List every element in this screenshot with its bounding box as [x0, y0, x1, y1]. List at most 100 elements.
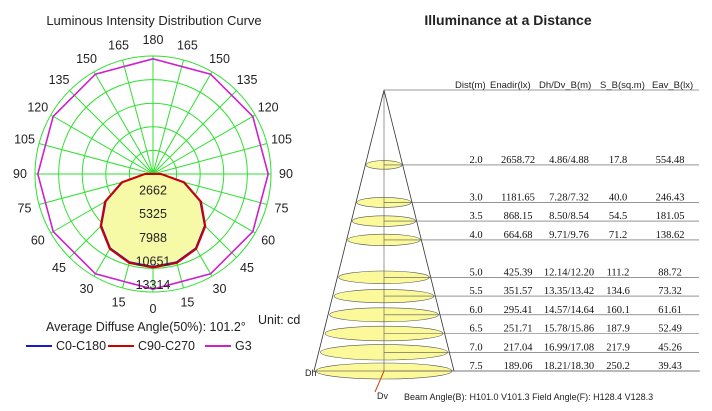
- table-cell: 13.35/13.42: [544, 286, 594, 297]
- grid-spoke: [69, 90, 154, 175]
- table-cell: 5.5: [469, 286, 482, 297]
- table-cell: 8.50/8.54: [549, 211, 589, 222]
- table-cell: 73.32: [658, 286, 682, 297]
- legend-label: C90-C270: [138, 339, 195, 353]
- table-cell: 16.99/17.08: [544, 342, 594, 353]
- table-cell: 14.57/14.64: [544, 305, 595, 316]
- radial-tick-label: 5325: [139, 207, 167, 221]
- table-cell: 45.26: [658, 342, 682, 353]
- grid-spoke: [152, 114, 256, 175]
- angle-label: 135: [49, 73, 70, 87]
- table-cell: 181.05: [656, 211, 685, 222]
- table-header: Dh/Dv_B(m): [539, 80, 591, 91]
- angle-label: 165: [108, 39, 129, 53]
- grid-spoke: [152, 90, 237, 175]
- dv-marker: [374, 370, 385, 393]
- table-cell: 868.15: [504, 211, 533, 222]
- grid-spoke: [152, 71, 213, 175]
- angle-tick-labels: 1800165150135120105907560453015165150135…: [13, 33, 293, 316]
- angle-label: 75: [18, 201, 32, 215]
- average-diffuse-angle: Average Diffuse Angle(50%): 101.2°: [46, 320, 246, 334]
- table-cell: 1181.65: [501, 192, 535, 203]
- angle-label: 165: [177, 39, 198, 53]
- radial-tick-labels: 2662 5325 7988 10651 13314: [136, 184, 171, 292]
- curve-g3: [36, 57, 270, 291]
- table-cell: 18.21/18.30: [544, 361, 594, 372]
- table-cell: 425.39: [504, 267, 533, 278]
- table-cell: 12.14/12.20: [544, 267, 594, 278]
- table-cell: 17.8: [609, 155, 627, 166]
- table-cell: 3.0: [469, 192, 482, 203]
- table-cell: 71.2: [609, 230, 627, 241]
- table-cell: 2.0: [469, 155, 482, 166]
- table-cell: 251.71: [504, 324, 533, 335]
- table-cell: 7.5: [469, 361, 482, 372]
- angle-label: 120: [27, 101, 48, 115]
- cone-edge: [383, 89, 455, 372]
- table-cell: 2658.72: [501, 155, 535, 166]
- cone-edge: [313, 89, 385, 372]
- table-header: S_B(sq.m): [600, 80, 645, 91]
- table-header: Eav_B(lx): [652, 80, 693, 91]
- angle-label: 45: [240, 261, 254, 275]
- table-cell: 134.6: [606, 286, 630, 297]
- polar-curves: [36, 57, 270, 291]
- beam-field-angle-footer: Beam Angle(B): H101.0 V101.3 Field Angle…: [404, 392, 653, 402]
- table-cell: 40.0: [609, 192, 627, 203]
- table-cell: 54.5: [609, 211, 627, 222]
- angle-label: 90: [279, 167, 293, 181]
- table-cell: 6.0: [469, 305, 482, 316]
- angle-label: 120: [258, 101, 279, 115]
- table-cell: 189.06: [504, 361, 533, 372]
- radial-tick-label: 7988: [139, 231, 167, 245]
- illuminance-table: Dist(m) Enadir(lx) Dh/Dv_B(m) S_B(sq.m) Eav_…: [384, 80, 699, 372]
- dv-label: Dv: [377, 391, 388, 401]
- table-cell: 6.5: [469, 324, 482, 335]
- table-cell: 217.04: [504, 342, 534, 353]
- angle-label: 60: [31, 234, 45, 248]
- radial-tick-label: 2662: [139, 184, 167, 198]
- polar-legend: C0-C180 C90-C270 G3: [26, 339, 252, 353]
- table-header: Dist(m): [455, 80, 486, 91]
- table-cell: 250.2: [606, 361, 630, 372]
- angle-label: 105: [271, 133, 292, 147]
- table-cell: 88.72: [658, 267, 682, 278]
- grid-spoke: [50, 114, 154, 175]
- angle-label: 30: [213, 282, 227, 296]
- dh-label: Dh: [305, 368, 317, 378]
- angle-label: 180: [143, 33, 164, 47]
- grid-spoke: [152, 59, 184, 175]
- table-cell: 295.41: [504, 305, 533, 316]
- intensity-fill: [100, 173, 206, 268]
- angle-label: 30: [80, 282, 94, 296]
- table-cell: 7.28/7.32: [549, 192, 589, 203]
- legend-label: G3: [235, 339, 252, 353]
- angle-label: 105: [14, 133, 35, 147]
- table-cell: 4.0: [469, 230, 482, 241]
- table-cell: 61.61: [658, 305, 682, 316]
- unit-label: Unit: cd: [258, 313, 300, 327]
- grid-spoke: [122, 59, 154, 175]
- table-cell: 246.43: [656, 192, 685, 203]
- table-cell: 39.43: [658, 361, 682, 372]
- table-header: Enadir(lx): [490, 80, 531, 91]
- illuminance-title: Illuminance at a Distance: [424, 12, 591, 28]
- table-cell: 664.68: [504, 230, 533, 241]
- table-cell: 554.48: [656, 155, 685, 166]
- angle-label: 15: [112, 296, 126, 310]
- angle-label: 90: [13, 167, 27, 181]
- table-cell: 3.5: [469, 211, 482, 222]
- angle-label: 150: [209, 52, 230, 66]
- table-cell: 160.1: [606, 305, 630, 316]
- angle-label: 45: [52, 261, 66, 275]
- table-cell: 351.57: [504, 286, 533, 297]
- grid-spoke: [38, 143, 154, 175]
- grid-spoke: [93, 71, 154, 175]
- table-cell: 9.71/9.76: [549, 230, 589, 241]
- legend-label: C0-C180: [56, 339, 106, 353]
- table-cell: 111.2: [607, 267, 630, 278]
- angle-label: 60: [261, 234, 275, 248]
- polar-chart-title: Luminous Intensity Distribution Curve: [46, 13, 261, 28]
